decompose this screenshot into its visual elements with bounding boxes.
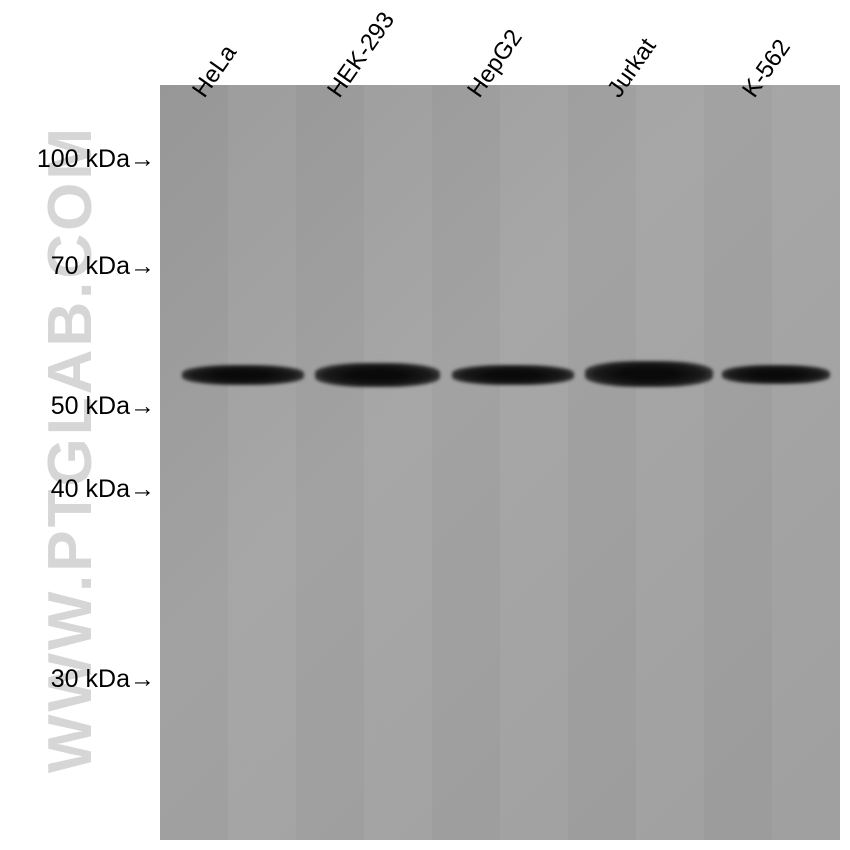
blot-membrane bbox=[160, 85, 840, 840]
mw-marker-label: 40 kDa→ bbox=[5, 475, 155, 504]
mw-marker-label: 30 kDa→ bbox=[5, 665, 155, 694]
protein-band bbox=[722, 365, 830, 384]
protein-band bbox=[315, 363, 440, 387]
mw-marker-label: 100 kDa→ bbox=[5, 145, 155, 174]
mw-marker-label: 70 kDa→ bbox=[5, 252, 155, 281]
protein-band bbox=[182, 365, 304, 385]
protein-band bbox=[585, 361, 713, 387]
blot-texture bbox=[160, 85, 840, 840]
protein-band bbox=[452, 365, 574, 385]
figure-container: WWW.PTGLAB.COM HeLaHEK-293HepG2JurkatK-5… bbox=[0, 0, 850, 850]
mw-marker-label: 50 kDa→ bbox=[5, 392, 155, 421]
